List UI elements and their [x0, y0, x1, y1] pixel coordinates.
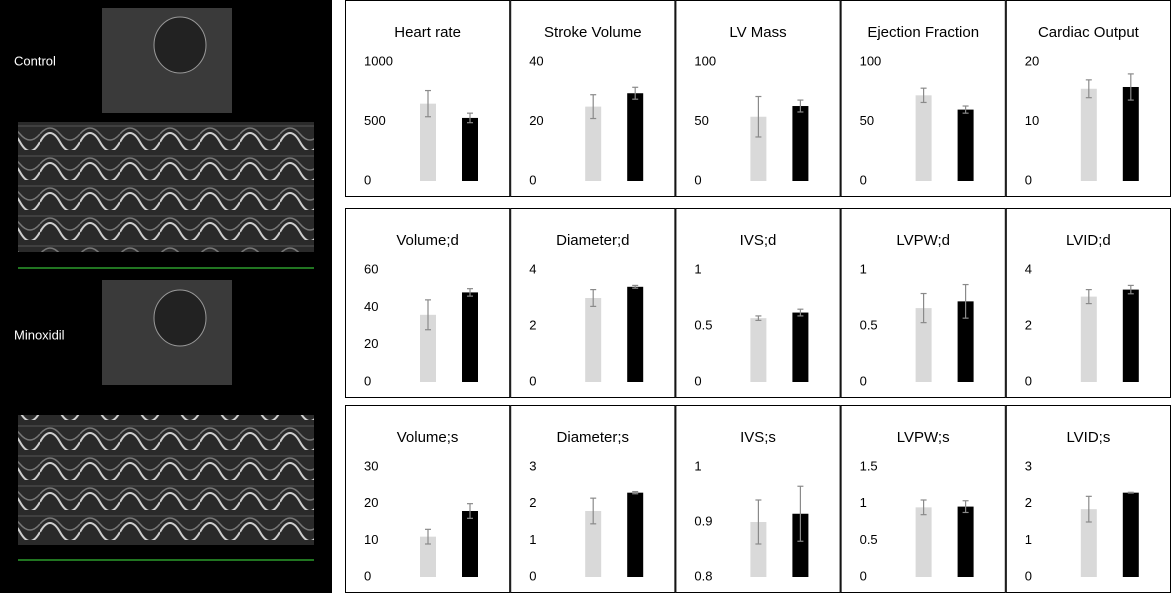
y-tick-label: 0 — [364, 172, 371, 187]
y-tick-label: 4 — [529, 261, 536, 276]
figure: Control Minoxidil Heart rate05001000Stro… — [0, 0, 1171, 593]
y-tick-label: 3 — [529, 458, 536, 473]
y-tick-label: 20 — [364, 495, 378, 510]
y-tick-label: 1 — [529, 532, 536, 547]
chart-title: LVID;d — [1066, 232, 1111, 249]
y-tick-label: 100 — [860, 53, 882, 68]
chart-title: LVPW;d — [896, 232, 950, 249]
y-tick-label: 40 — [529, 53, 543, 68]
y-tick-label: 0 — [529, 373, 536, 388]
bar — [1123, 290, 1139, 382]
bar — [958, 507, 974, 577]
chart-title: IVS;s — [740, 429, 776, 446]
y-tick-label: 4 — [1025, 261, 1032, 276]
chart-title: Stroke Volume — [544, 24, 642, 41]
y-tick-label: 0 — [1025, 568, 1032, 583]
y-tick-label: 40 — [364, 299, 378, 314]
bar — [1123, 493, 1139, 577]
panel-label: Minoxidil — [14, 327, 65, 342]
bar — [958, 110, 974, 181]
y-tick-label: 1.5 — [860, 458, 878, 473]
y-tick-label: 0 — [1025, 172, 1032, 187]
chart-title: Volume;d — [396, 232, 459, 249]
y-tick-label: 0 — [694, 172, 701, 187]
bar — [750, 318, 766, 382]
y-tick-label: 20 — [529, 113, 543, 128]
y-tick-label: 20 — [1025, 53, 1039, 68]
bar — [1123, 87, 1139, 181]
y-tick-label: 0 — [694, 373, 701, 388]
bar — [916, 95, 932, 181]
chart-title: LVPW;s — [897, 429, 950, 446]
bar — [627, 287, 643, 382]
panel-label: Control — [14, 53, 56, 68]
y-tick-label: 50 — [694, 113, 708, 128]
chart-title: Heart rate — [394, 24, 461, 41]
page: Control Minoxidil Heart rate05001000Stro… — [0, 0, 1171, 593]
y-tick-label: 10 — [1025, 113, 1039, 128]
bar — [1081, 297, 1097, 382]
y-tick-label: 0 — [529, 568, 536, 583]
y-tick-label: 0 — [364, 568, 371, 583]
chart-title: Ejection Fraction — [867, 24, 979, 41]
echo-image — [154, 290, 206, 346]
y-tick-label: 1 — [694, 458, 701, 473]
y-tick-label: 2 — [529, 495, 536, 510]
y-tick-label: 0.5 — [860, 317, 878, 332]
chart-title: IVS;d — [740, 232, 777, 249]
bar — [462, 292, 478, 382]
chart-title: LVID;s — [1066, 429, 1110, 446]
y-tick-label: 100 — [694, 53, 716, 68]
chart-title: Volume;s — [397, 429, 459, 446]
y-tick-label: 1 — [860, 261, 867, 276]
y-tick-label: 1 — [1025, 532, 1032, 547]
y-tick-label: 3 — [1025, 458, 1032, 473]
y-tick-label: 2 — [1025, 495, 1032, 510]
y-tick-label: 60 — [364, 261, 378, 276]
chart-title: Diameter;s — [557, 429, 630, 446]
y-tick-label: 0 — [529, 172, 536, 187]
y-tick-label: 20 — [364, 336, 378, 351]
y-tick-label: 1000 — [364, 53, 393, 68]
bar — [627, 493, 643, 577]
y-tick-label: 0 — [860, 568, 867, 583]
m-mode-image — [18, 122, 314, 252]
y-tick-label: 0.9 — [694, 513, 712, 528]
bar — [627, 93, 643, 181]
y-tick-label: 0 — [860, 172, 867, 187]
bar — [462, 118, 478, 181]
y-tick-label: 0 — [860, 373, 867, 388]
y-tick-label: 10 — [364, 532, 378, 547]
y-tick-label: 1 — [860, 495, 867, 510]
bar — [585, 298, 601, 382]
chart-title: Diameter;d — [556, 232, 629, 249]
echo-image — [154, 17, 206, 73]
y-tick-label: 0 — [1025, 373, 1032, 388]
y-tick-label: 2 — [529, 317, 536, 332]
chart-title: Cardiac Output — [1038, 24, 1140, 41]
y-tick-label: 2 — [1025, 317, 1032, 332]
y-tick-label: 0.8 — [694, 568, 712, 583]
bar — [462, 511, 478, 577]
y-tick-label: 0.5 — [694, 317, 712, 332]
y-tick-label: 0.5 — [860, 532, 878, 547]
y-tick-label: 500 — [364, 113, 386, 128]
m-mode-image — [18, 415, 314, 545]
bar — [792, 106, 808, 181]
bar — [792, 313, 808, 382]
chart-title: LV Mass — [729, 24, 786, 41]
y-tick-label: 1 — [694, 261, 701, 276]
y-tick-label: 30 — [364, 458, 378, 473]
y-tick-label: 50 — [860, 113, 874, 128]
y-tick-label: 0 — [364, 373, 371, 388]
bar — [1081, 89, 1097, 181]
bar — [916, 507, 932, 577]
